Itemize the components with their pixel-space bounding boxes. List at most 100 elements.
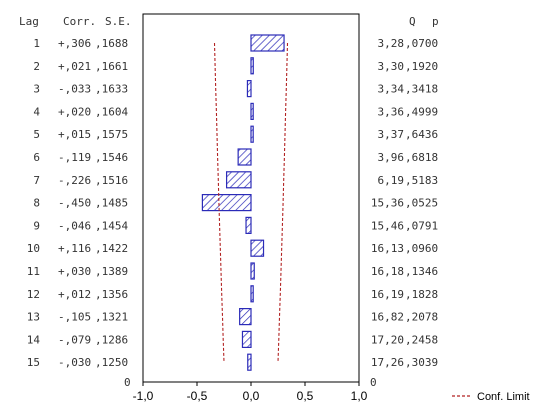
p-value: ,6436 [405, 128, 438, 141]
p-value: ,1920 [405, 60, 438, 73]
conf-limit-upper [277, 42, 289, 363]
q-value: 6,19 [378, 174, 405, 187]
se-value: ,1516 [95, 174, 128, 187]
q-value: 16,13 [371, 242, 404, 255]
se-value: ,1389 [95, 265, 128, 278]
q-value: 3,30 [378, 60, 405, 73]
acf-bar [237, 148, 252, 166]
p-value: ,1346 [405, 265, 438, 278]
lag-label: 14 [27, 333, 41, 346]
corr-value: -,105 [58, 311, 91, 324]
lag-label: 1 [33, 37, 40, 50]
se-value: ,1321 [95, 311, 128, 324]
p-value: ,2078 [405, 311, 438, 324]
corr-value: -,450 [58, 197, 91, 210]
acf-bar [247, 353, 252, 371]
p-value: ,0700 [405, 37, 438, 50]
p-value: ,4999 [405, 105, 438, 118]
p-value: ,0525 [405, 197, 438, 210]
se-value: ,1546 [95, 151, 128, 164]
se-value: ,1661 [95, 60, 128, 73]
q-value: 3,34 [378, 83, 405, 96]
header-p: p [432, 15, 439, 28]
lag-label: 11 [27, 265, 40, 278]
se-value: ,1575 [95, 128, 128, 141]
acf-bar [250, 262, 255, 280]
header-q: Q [409, 15, 416, 28]
acf-bar [201, 194, 252, 212]
x-tick-label: 0,5 [297, 389, 314, 403]
se-value: ,1286 [95, 333, 128, 346]
lag-label: 4 [33, 105, 40, 118]
lag-label: 9 [33, 219, 40, 232]
q-value: 15,46 [371, 219, 404, 232]
header-lag: Lag [19, 15, 39, 28]
acf-bar [239, 308, 252, 326]
p-value: ,6818 [405, 151, 438, 164]
acf-bar [250, 102, 254, 121]
x-tick-label: 1,0 [351, 389, 368, 403]
se-value: ,1250 [95, 356, 128, 369]
q-value: 16,18 [371, 265, 404, 278]
corr-value: +,012 [58, 288, 91, 301]
acf-bar [250, 57, 254, 75]
x-tick-label: 0,0 [243, 389, 260, 403]
p-value: ,3418 [405, 83, 438, 96]
acf-bar [225, 171, 252, 189]
se-value: ,1604 [95, 105, 128, 118]
corr-value: +,306 [58, 37, 91, 50]
p-value: ,0791 [405, 219, 438, 232]
x-tick-label: -0,5 [187, 389, 208, 403]
acf-bar [250, 34, 285, 52]
q-value: 3,28 [378, 37, 405, 50]
zero-row-left: 0 [124, 376, 131, 389]
header-corr: Corr. [63, 15, 96, 28]
lag-label: 3 [33, 83, 40, 96]
q-value: 15,36 [371, 197, 404, 210]
legend-conf-limit-label: Conf. Limit [477, 391, 530, 403]
q-value: 16,82 [371, 311, 404, 324]
corr-value: -,119 [58, 151, 91, 164]
acf-bar [241, 330, 252, 348]
corr-value: -,079 [58, 333, 91, 346]
p-value: ,2458 [405, 333, 438, 346]
q-value: 3,37 [378, 128, 405, 141]
corr-value: -,046 [58, 219, 91, 232]
acf-bar [245, 216, 252, 234]
conf-limit-lower [213, 42, 225, 363]
x-tick-label: -1,0 [133, 389, 154, 403]
q-value: 17,26 [371, 356, 404, 369]
acf-bar [250, 239, 265, 257]
acf-bar [250, 125, 254, 143]
se-value: ,1422 [95, 242, 128, 255]
se-value: ,1485 [95, 197, 128, 210]
acf-bar [250, 285, 254, 303]
q-value: 16,19 [371, 288, 404, 301]
corr-value: +,030 [58, 265, 91, 278]
corr-value: -,030 [58, 356, 91, 369]
corr-value: +,116 [58, 242, 91, 255]
q-value: 3,36 [378, 105, 405, 118]
p-value: ,1828 [405, 288, 438, 301]
lag-label: 13 [27, 311, 40, 324]
corr-value: +,015 [58, 128, 91, 141]
corr-value: +,021 [58, 60, 91, 73]
p-value: ,0960 [405, 242, 438, 255]
header-se: S.E. [105, 15, 132, 28]
lag-label: 5 [33, 128, 40, 141]
lag-label: 6 [33, 151, 40, 164]
corr-value: -,033 [58, 83, 91, 96]
se-value: ,1633 [95, 83, 128, 96]
q-value: 3,96 [378, 151, 405, 164]
q-value: 17,20 [371, 333, 404, 346]
lag-label: 12 [27, 288, 40, 301]
se-value: ,1688 [95, 37, 128, 50]
zero-row-right: 0 [370, 376, 377, 389]
se-value: ,1356 [95, 288, 128, 301]
p-value: ,5183 [405, 174, 438, 187]
corr-value: +,020 [58, 105, 91, 118]
lag-label: 15 [27, 356, 40, 369]
lag-label: 10 [27, 242, 40, 255]
p-value: ,3039 [405, 356, 438, 369]
